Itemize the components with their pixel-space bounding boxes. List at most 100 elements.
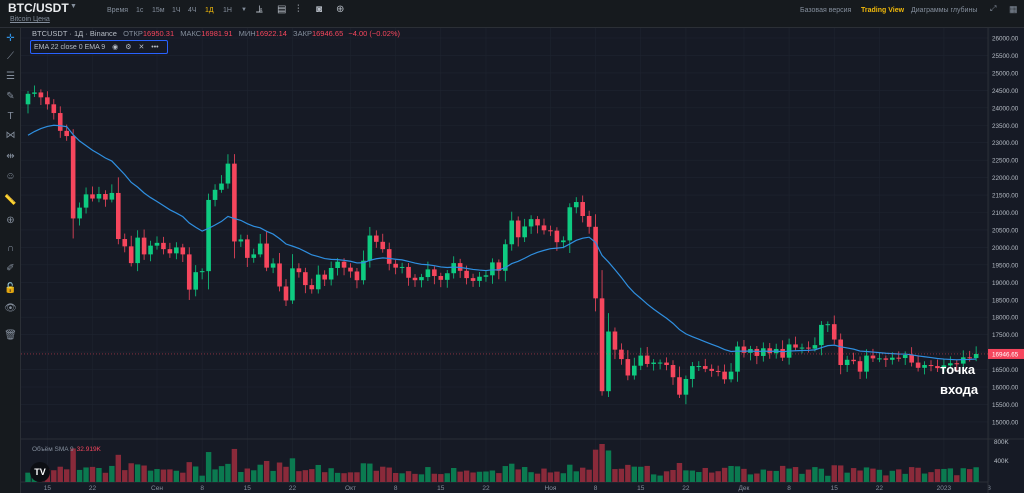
close-icon[interactable]: ✕	[138, 44, 145, 51]
indicators-icon[interactable]: ▤	[277, 4, 287, 15]
zoom-in-icon[interactable]: ⊕	[6, 215, 15, 226]
brush-icon[interactable]: ✎	[6, 91, 15, 102]
volume-bar	[521, 467, 528, 482]
fullscreen-icon[interactable]: ⤢	[990, 4, 997, 13]
magnet-icon[interactable]: ∩	[6, 243, 15, 254]
volume-bar	[805, 469, 812, 482]
volume-bar	[354, 472, 360, 482]
candle-body	[715, 370, 721, 372]
trend-line-icon[interactable]: ⟋	[7, 51, 14, 62]
view-depth-chart[interactable]: Диаграммы глубины	[911, 7, 978, 14]
candle-body	[522, 226, 527, 238]
time-tick-label: 8	[394, 485, 398, 492]
timeframe-3[interactable]: 1Ч	[172, 7, 181, 14]
candle	[580, 195, 585, 223]
candle	[490, 258, 495, 284]
trash-icon[interactable]: 🗑	[4, 330, 17, 341]
ruler-icon[interactable]: 📏	[4, 195, 17, 206]
measure-icon[interactable]: ⇹	[6, 151, 15, 162]
volume-bar	[818, 468, 825, 482]
volume-tick-label: 800K	[994, 439, 1010, 446]
symbol-title[interactable]: BTC/USDT	[8, 1, 69, 15]
candle	[799, 343, 805, 354]
layout-grid-icon[interactable]: ▦	[1009, 4, 1018, 14]
volume-bar	[870, 468, 876, 482]
coin-info-link[interactable]: Bitcoin Цена	[10, 16, 50, 23]
candle-body	[341, 261, 347, 268]
compare-icon[interactable]: ⫶	[297, 4, 300, 15]
candle-body	[309, 285, 315, 290]
candle	[161, 236, 166, 255]
time-tick-label: 15	[44, 485, 52, 492]
candle-body	[174, 247, 179, 254]
timeframe-2[interactable]: 15м	[152, 7, 165, 14]
view-basic[interactable]: Базовая версия	[800, 7, 852, 14]
candle-body	[328, 267, 334, 280]
candle	[361, 250, 366, 285]
view-trading-view[interactable]: Trading View	[861, 7, 905, 14]
candle	[651, 359, 656, 371]
candle	[567, 203, 573, 254]
crosshair-icon[interactable]: ✛	[6, 33, 15, 44]
volume-bar	[599, 444, 605, 482]
camera-icon[interactable]: ◙	[316, 4, 323, 15]
candle	[515, 216, 521, 247]
candle	[90, 186, 95, 202]
candle-body	[799, 347, 805, 349]
timeframe-dropdown-icon[interactable]: ▼	[241, 7, 247, 13]
volume-bar	[470, 472, 476, 482]
add-icon[interactable]: ⊕	[336, 4, 345, 15]
candle	[503, 239, 508, 282]
candle-body	[883, 358, 889, 360]
timeframe-4[interactable]: 4Ч	[188, 7, 197, 14]
price-tick-label: 16000.00	[992, 385, 1019, 392]
unlock-icon[interactable]: 🔓	[4, 283, 17, 294]
time-tick-label: 22	[482, 485, 490, 492]
timeframe-1[interactable]: 1с	[136, 7, 144, 14]
candle-body	[948, 363, 953, 366]
candle-body	[57, 113, 63, 131]
volume-bar	[644, 465, 650, 482]
eye-icon[interactable]: ◉	[112, 44, 119, 51]
candle	[825, 321, 831, 332]
candle	[303, 267, 308, 294]
candle	[154, 236, 160, 250]
timeframe-0[interactable]: Время	[107, 7, 129, 14]
candle-body	[296, 268, 302, 273]
more-icon[interactable]: •••	[151, 44, 159, 51]
current-price-label: 16946.65	[992, 351, 1019, 358]
time-tick-label: 2023	[937, 485, 952, 492]
candle	[470, 273, 476, 287]
candle	[264, 231, 269, 272]
volume-bar	[863, 467, 870, 482]
volume-bar	[399, 473, 405, 482]
eye-icon[interactable]: 👁	[4, 303, 17, 314]
lock-drawing-icon[interactable]: ✐	[6, 263, 15, 274]
candle	[135, 230, 140, 272]
candle	[948, 356, 953, 369]
candle-body	[354, 271, 360, 281]
chart-type-icon[interactable]: ⫡	[256, 4, 263, 15]
candle-body	[425, 269, 431, 278]
current-price-tag	[988, 348, 1024, 359]
volume-bar	[928, 472, 934, 482]
timeframe-5[interactable]: 1Д	[205, 7, 214, 14]
volume-bar	[431, 473, 438, 482]
indicator-legend-ema[interactable]: EMA 22 close 0 EMA 9 ◉ ⚙ ✕ •••	[30, 40, 168, 54]
time-tick-label: 8	[787, 485, 791, 492]
volume-bar	[554, 471, 560, 482]
settings-icon[interactable]: ⚙	[125, 44, 132, 51]
volume-bar	[444, 473, 450, 482]
horizontal-lines-icon[interactable]: ☰	[6, 71, 15, 82]
tradingview-logo[interactable]: TV	[30, 462, 50, 482]
pattern-icon[interactable]: ⋈	[5, 130, 16, 141]
emoji-icon[interactable]: ☺	[5, 171, 16, 182]
volume-bar	[412, 473, 418, 482]
timeframe-6[interactable]: 1Н	[223, 7, 232, 14]
symbol-dropdown-icon[interactable]: ▼	[70, 3, 77, 10]
candle-body	[393, 263, 398, 268]
volume-bar	[251, 470, 257, 482]
text-icon[interactable]: T	[7, 111, 14, 122]
time-tick-label: 22	[682, 485, 690, 492]
